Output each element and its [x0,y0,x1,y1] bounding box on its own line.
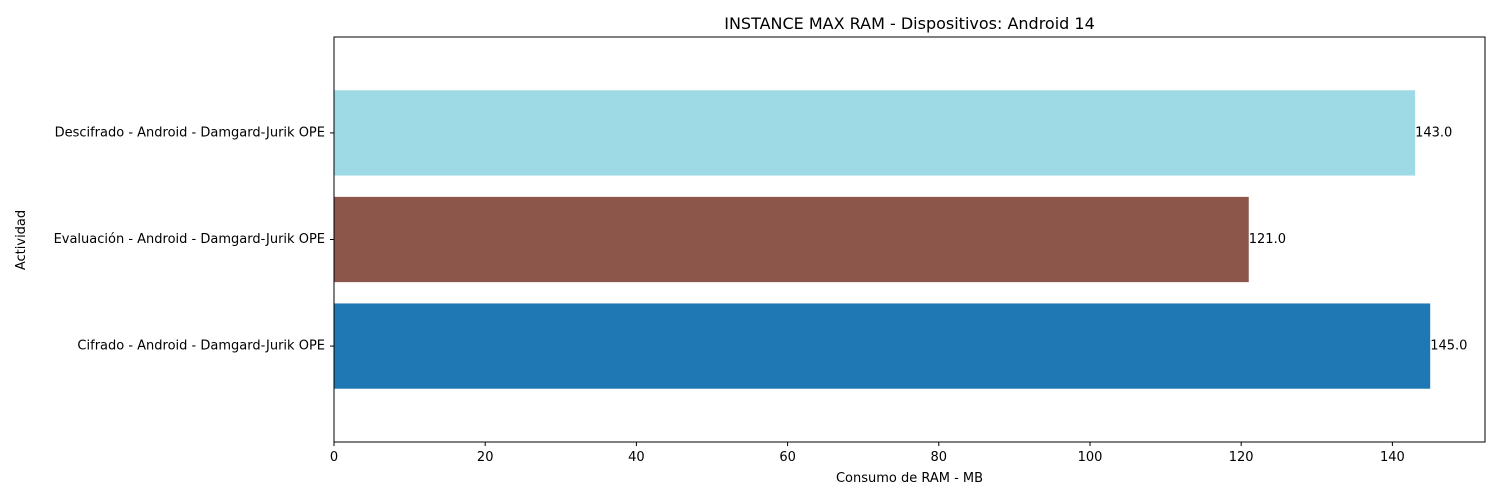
bar-descifrado [334,90,1416,176]
x-tick-label: 120 [1229,450,1254,465]
x-axis: 0 20 40 60 80 100 120 140 [330,442,1405,465]
x-tick-label: 140 [1380,450,1405,465]
x-tick-label: 0 [330,450,338,465]
x-tick-label: 40 [628,450,645,465]
x-tick-label: 80 [931,450,948,465]
data-labels-group: 145.0 121.0 143.0 [1249,125,1468,353]
chart-title: INSTANCE MAX RAM - Dispositivos: Android… [724,14,1095,33]
data-label-cifrado: 145.0 [1430,339,1467,354]
x-tick-label: 100 [1078,450,1103,465]
x-tick-label: 20 [477,450,494,465]
data-label-descifrado: 143.0 [1415,125,1452,140]
x-tick-label: 60 [779,450,796,465]
y-axis: Cifrado - Android - Damgard-Jurik OPE Eva… [54,125,334,354]
y-tick-label-cifrado: Cifrado - Android - Damgard-Jurik OPE [77,339,325,354]
y-tick-label-evaluacion: Evaluación - Android - Damgard-Jurik OPE [54,232,325,247]
bars-group [334,90,1431,389]
y-tick-label-descifrado: Descifrado - Android - Damgard-Jurik OPE [55,125,325,140]
x-axis-label: Consumo de RAM - MB [836,471,983,486]
bar-evaluacion [334,196,1249,283]
bar-cifrado [334,303,1431,389]
data-label-evaluacion: 121.0 [1249,232,1286,247]
y-axis-label: Actividad [14,210,29,270]
